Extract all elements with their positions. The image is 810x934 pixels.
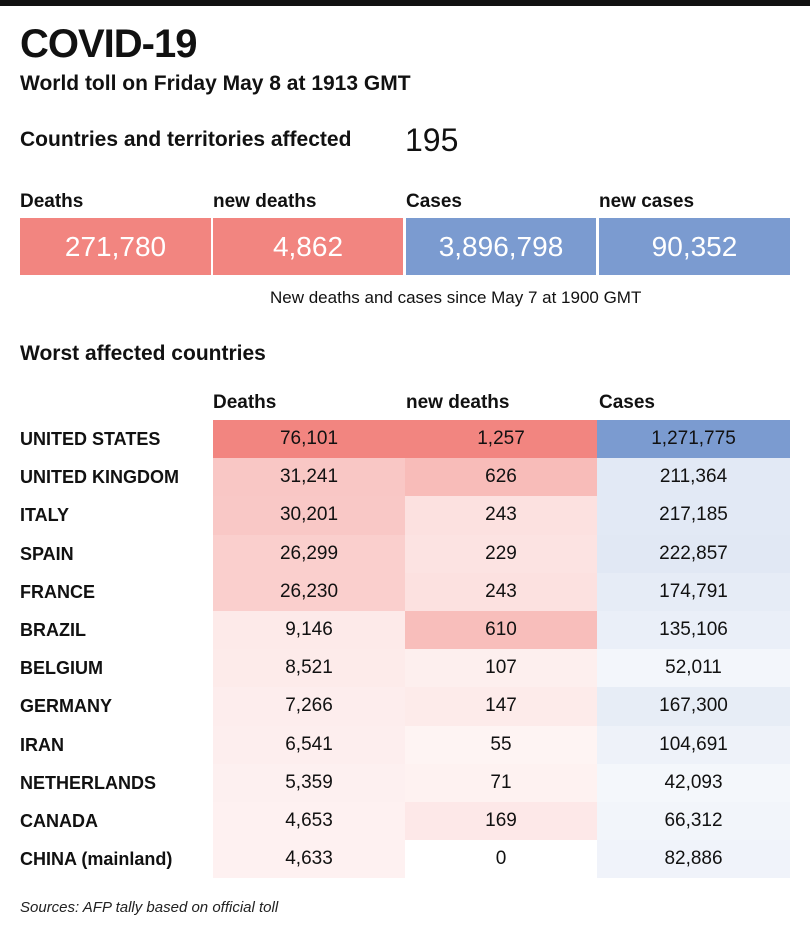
- worst-affected-title: Worst affected countries: [20, 342, 266, 365]
- column-header-new-deaths: new deaths: [406, 392, 510, 413]
- country-name: NETHERLANDS: [20, 772, 157, 793]
- summary-value-box: 4,862: [213, 218, 403, 275]
- cell-new-deaths: 55: [405, 725, 597, 764]
- summary-value-box: 90,352: [599, 218, 790, 275]
- table-row: BELGIUM 8,521 107 52,011: [0, 649, 810, 688]
- cell-new-deaths: 169: [405, 801, 597, 841]
- cell-cases: 217,185: [597, 496, 790, 535]
- summary-label: new deaths: [213, 191, 317, 212]
- subtitle: World toll on Friday May 8 at 1913 GMT: [20, 72, 411, 95]
- source-note: Sources: AFP tally based on official tol…: [20, 899, 279, 916]
- cell-new-deaths: 610: [405, 610, 597, 650]
- cell-deaths: 5,359: [213, 763, 405, 802]
- country-name: UNITED KINGDOM: [20, 467, 179, 488]
- countries-table: UNITED STATES 76,101 1,257 1,271,775 UNITED …: [0, 420, 810, 879]
- cell-deaths: 4,633: [213, 840, 405, 879]
- cell-deaths: 6,541: [213, 725, 405, 764]
- table-row: FRANCE 26,230 243 174,791: [0, 572, 810, 611]
- countries-affected-label: Countries and territories affected: [20, 128, 352, 151]
- country-name: SPAIN: [20, 543, 74, 564]
- cell-new-deaths: 0: [405, 840, 597, 879]
- cell-deaths: 26,230: [213, 572, 405, 611]
- cell-cases: 167,300: [597, 687, 790, 726]
- cell-new-deaths: 243: [405, 496, 597, 535]
- cell-deaths: 7,266: [213, 687, 405, 726]
- summary-label: Deaths: [20, 191, 84, 212]
- column-header-cases: Cases: [599, 392, 655, 413]
- country-name: UNITED STATES: [20, 429, 161, 449]
- country-name: CHINA (mainland): [20, 849, 173, 870]
- country-name: IRAN: [20, 734, 64, 755]
- summary-value-box: 3,896,798: [406, 218, 596, 275]
- country-name: BRAZIL: [20, 619, 86, 640]
- table-row: CANADA 4,653 169 66,312: [0, 801, 810, 841]
- country-name: CANADA: [20, 810, 98, 831]
- cell-cases: 104,691: [597, 725, 790, 764]
- cell-deaths: 26,299: [213, 534, 405, 573]
- cell-new-deaths: 107: [405, 649, 597, 688]
- cell-new-deaths: 229: [405, 534, 597, 573]
- cell-cases: 174,791: [597, 572, 790, 611]
- cell-new-deaths: 1,257: [405, 420, 597, 459]
- cell-new-deaths: 71: [405, 763, 597, 802]
- summary-label: Cases: [406, 191, 462, 212]
- cell-deaths: 31,241: [213, 458, 405, 497]
- cell-cases: 1,271,775: [597, 420, 790, 459]
- cell-deaths: 76,101: [213, 420, 405, 459]
- table-row: ITALY 30,201 243 217,185: [0, 496, 810, 535]
- page-title: COVID-19: [20, 22, 197, 66]
- table-row: NETHERLANDS 5,359 71 42,093: [0, 763, 810, 802]
- summary-note: New deaths and cases since May 7 at 1900…: [270, 288, 642, 307]
- cell-deaths: 9,146: [213, 610, 405, 650]
- top-bar: [0, 0, 810, 6]
- table-row: CHINA (mainland) 4,633 0 82,886: [0, 840, 810, 879]
- table-row: UNITED KINGDOM 31,241 626 211,364: [0, 458, 810, 497]
- summary-value-box: 271,780: [20, 218, 211, 275]
- cell-cases: 82,886: [597, 840, 790, 879]
- country-name: FRANCE: [20, 581, 95, 602]
- cell-cases: 222,857: [597, 534, 790, 573]
- table-row: IRAN 6,541 55 104,691: [0, 725, 810, 764]
- cell-deaths: 4,653: [213, 801, 405, 841]
- cell-new-deaths: 147: [405, 687, 597, 726]
- summary-label: new cases: [599, 191, 695, 212]
- cell-cases: 42,093: [597, 763, 790, 802]
- table-row: UNITED STATES 76,101 1,257 1,271,775: [0, 420, 810, 459]
- cell-cases: 135,106: [597, 610, 790, 650]
- table-row: GERMANY 7,266 147 167,300: [0, 687, 810, 726]
- country-name: BELGIUM: [20, 658, 103, 679]
- cell-cases: 66,312: [597, 801, 790, 841]
- cell-cases: 52,011: [597, 649, 790, 688]
- cell-deaths: 30,201: [213, 496, 405, 535]
- cell-deaths: 8,521: [213, 649, 405, 688]
- cell-new-deaths: 243: [405, 572, 597, 611]
- table-row: SPAIN 26,299 229 222,857: [0, 534, 810, 573]
- cell-cases: 211,364: [597, 458, 790, 497]
- table-row: BRAZIL 9,146 610 135,106: [0, 610, 810, 650]
- country-name: GERMANY: [20, 696, 113, 717]
- cell-new-deaths: 626: [405, 458, 597, 497]
- column-header-deaths: Deaths: [213, 392, 277, 413]
- country-name: ITALY: [20, 505, 70, 526]
- countries-affected-value: 195: [405, 122, 459, 158]
